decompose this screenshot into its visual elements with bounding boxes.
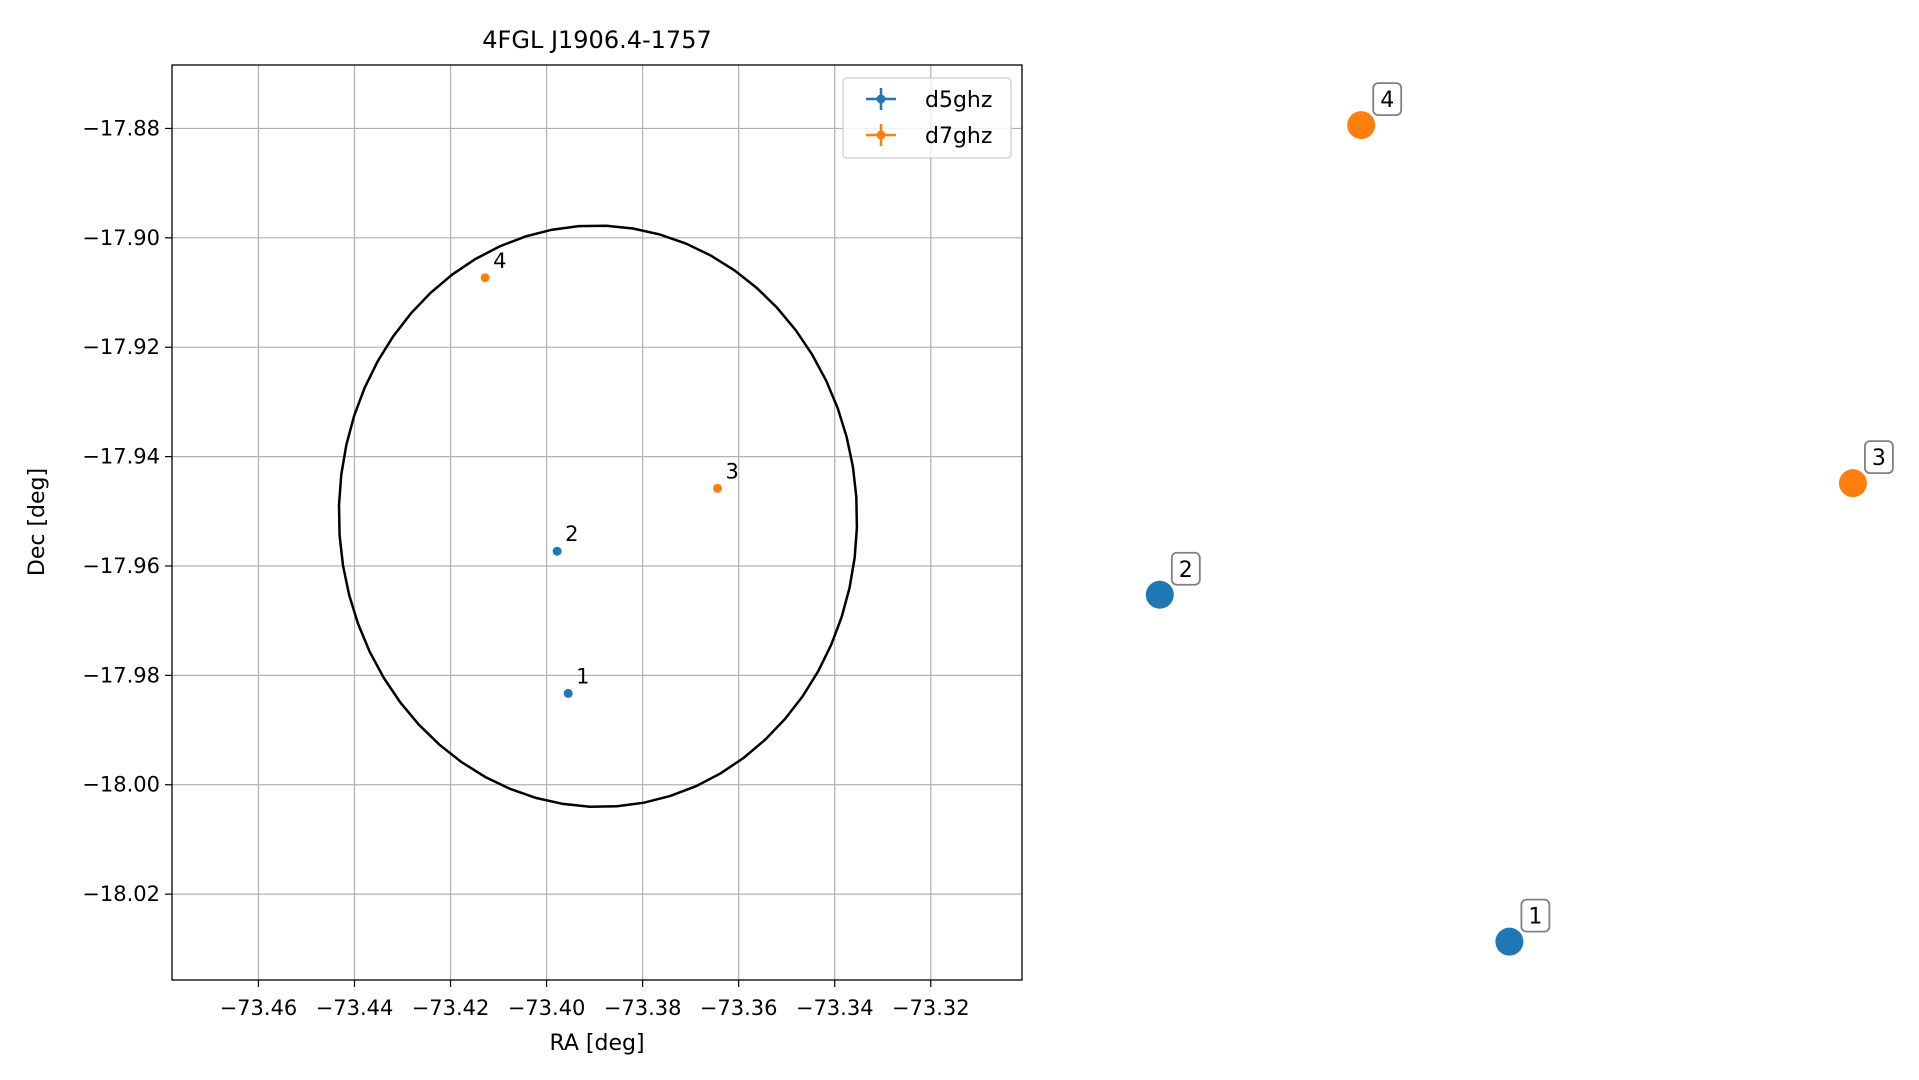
legend-marker-dot [876, 94, 886, 104]
chart-title: 4FGL J1906.4-1757 [482, 26, 711, 54]
data-point-d7ghz [480, 273, 490, 283]
side-point-d5ghz [1145, 580, 1174, 609]
side-label: 4 [1380, 88, 1394, 113]
y-tick-label: −18.02 [82, 882, 160, 906]
data-points: 1 2 3 4 [480, 249, 739, 698]
legend: d5ghz d7ghz [842, 77, 1012, 159]
side-label-box [1520, 898, 1551, 933]
legend-marker-dot [876, 130, 886, 140]
y-tick-label: −17.88 [82, 116, 160, 140]
y-tick-label: −17.92 [82, 335, 160, 359]
point-label: 4 [493, 249, 506, 273]
y-axis-label: Dec [deg] [25, 468, 50, 576]
side-point-d5ghz [1495, 927, 1524, 956]
side-label-box [1372, 82, 1403, 116]
y-tick-label: −17.90 [82, 226, 160, 250]
y-tick-label: −18.00 [82, 773, 160, 797]
side-label: 1 [1528, 905, 1542, 930]
side-label-box [1864, 440, 1894, 475]
legend-label: d7ghz [925, 124, 992, 149]
x-tick-label: −73.40 [508, 996, 586, 1020]
error-ellipse [337, 224, 859, 808]
side-label: 3 [1872, 446, 1886, 471]
x-axis-ticks: −73.46 −73.44 −73.42 −73.40 −73.38 −73.36 −73.… [220, 980, 970, 1020]
side-point-d7ghz [1347, 111, 1376, 140]
data-point-d5ghz [552, 546, 562, 556]
x-tick-label: −73.32 [892, 996, 970, 1020]
data-point-d7ghz [713, 483, 723, 493]
side-label: 2 [1179, 558, 1193, 583]
main-axes: 1 2 3 4 −73.46 −73.44 −73.42 −73.40 −73.38 −73.3… [25, 64, 1023, 1056]
side-panel: 1 2 3 4 [1145, 82, 1894, 956]
grid [172, 65, 1022, 980]
x-tick-label: −73.46 [220, 996, 298, 1020]
axes-frame [171, 64, 1023, 981]
point-label: 3 [726, 459, 739, 483]
x-tick-label: −73.34 [796, 996, 874, 1020]
legend-label: d5ghz [925, 88, 992, 113]
y-tick-label: −17.94 [82, 445, 160, 469]
data-point-d5ghz [563, 688, 573, 698]
point-label: 2 [565, 522, 578, 546]
y-tick-label: −17.96 [82, 554, 160, 578]
x-tick-label: −73.42 [412, 996, 490, 1020]
x-tick-label: −73.44 [316, 996, 394, 1020]
x-tick-label: −73.36 [700, 996, 778, 1020]
side-point-d7ghz [1838, 469, 1867, 498]
y-axis-ticks: −17.88 −17.90 −17.92 −17.94 −17.96 −17.98 −18.… [82, 116, 172, 906]
side-label-box [1170, 551, 1201, 586]
x-axis-label: RA [deg] [549, 1031, 644, 1056]
y-tick-label: −17.98 [82, 663, 160, 687]
x-tick-label: −73.38 [604, 996, 682, 1020]
point-label: 1 [576, 664, 589, 688]
